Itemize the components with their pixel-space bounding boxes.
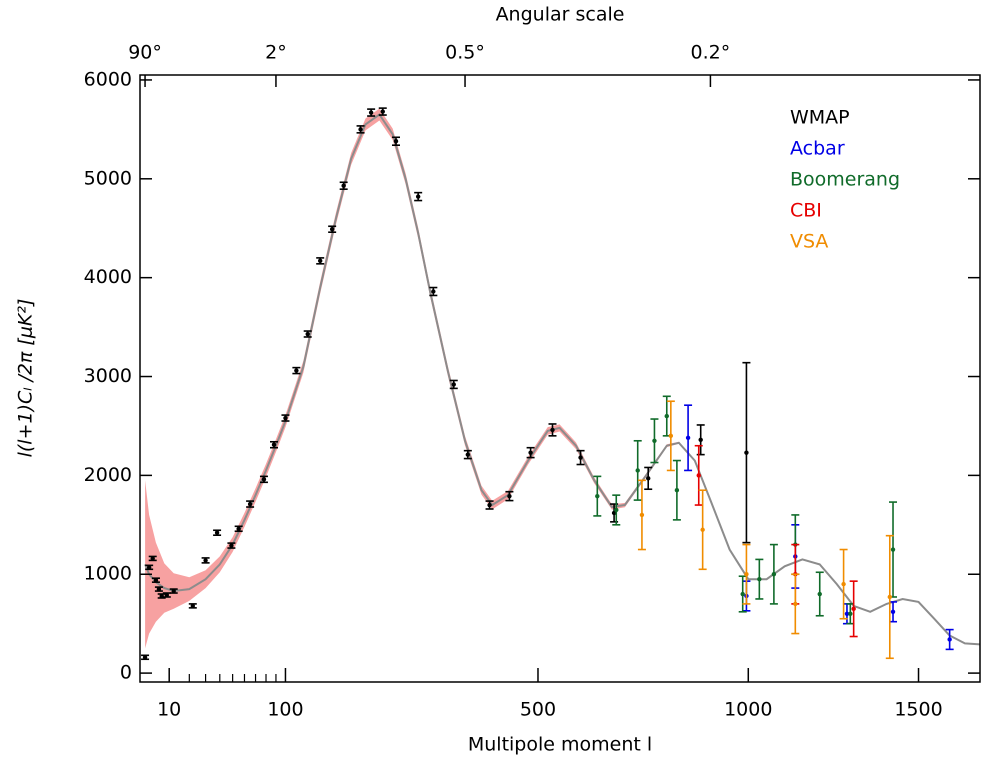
data-point [451,382,456,387]
data-point [271,442,277,447]
data-point [305,331,310,337]
y-axis-title: l(l+1)Cₗ /2π [μK²] [15,299,37,458]
data-point [341,183,346,188]
data-point [159,593,164,599]
legend-label: WMAP [790,107,850,129]
data-point [214,530,220,535]
data-point [668,433,674,439]
data-point [229,543,234,548]
data-point [393,139,399,144]
top-tick-label: 90° [128,42,162,64]
data-point [142,655,148,660]
data-point [851,606,856,612]
data-point [698,437,703,442]
data-point [380,109,385,114]
data-point [595,493,600,499]
data-point [294,368,299,373]
y-tick-label: 6000 [84,68,132,90]
x-axis-title: Multipole moment l [468,734,652,756]
legend-label: Boomerang [790,169,900,191]
data-point [793,601,798,607]
data-point [744,572,749,577]
data-point [757,576,762,582]
data-point [947,637,952,642]
data-point [507,493,512,499]
data-point [674,488,680,493]
data-point [890,609,896,615]
x-tick-label: 100 [267,699,303,721]
data-point [146,565,152,570]
data-point [890,547,896,552]
y-tick-label: 0 [120,662,132,684]
data-point [368,110,374,115]
data-point [236,526,241,531]
data-point [150,556,155,561]
legend-label: Acbar [790,138,845,160]
legend-label: VSA [790,231,828,253]
data-point [635,468,640,473]
data-point [844,611,850,616]
y-tick-label: 3000 [84,365,132,387]
data-point [841,581,846,587]
data-point [317,258,323,264]
data-point [171,588,176,594]
y-tick-label: 1000 [84,563,132,585]
data-point [887,594,892,600]
data-point [261,477,267,482]
y-tick-label: 4000 [84,266,132,288]
data-point [817,591,822,597]
data-point [190,603,195,609]
data-point [431,289,436,294]
top-axis-title: Angular scale [496,4,625,26]
data-point [329,227,335,232]
data-point [203,558,208,563]
y-tick-label: 2000 [84,464,132,486]
x-tick-label: 500 [520,699,556,721]
data-point [848,611,853,616]
data-point [744,450,749,455]
data-point [153,577,159,583]
data-point [578,455,583,460]
data-point [156,586,162,592]
top-tick-label: 0.5° [445,42,485,64]
data-point [740,591,745,597]
data-point [614,507,619,513]
data-point [164,592,170,598]
data-point [652,438,657,443]
data-point [528,450,533,455]
top-tick-label: 0.2° [691,42,731,64]
data-point [771,572,777,577]
y-tick-label: 5000 [84,167,132,189]
x-tick-label: 1000 [724,699,772,721]
data-point [358,127,363,132]
data-point [550,427,555,433]
data-point [283,415,288,421]
x-tick-label: 1500 [894,699,942,721]
legend-label: CBI [790,200,822,222]
x-tick-label: 10 [157,699,181,721]
data-point [639,512,645,518]
data-point [415,194,421,199]
data-point [685,435,691,441]
top-tick-label: 2° [265,42,287,64]
data-point [247,501,253,507]
plot-frame [139,74,981,683]
data-point [664,413,669,419]
data-point [646,476,651,481]
data-point [465,452,471,457]
data-point [487,502,492,508]
data-point [696,473,701,478]
data-point [700,527,705,532]
